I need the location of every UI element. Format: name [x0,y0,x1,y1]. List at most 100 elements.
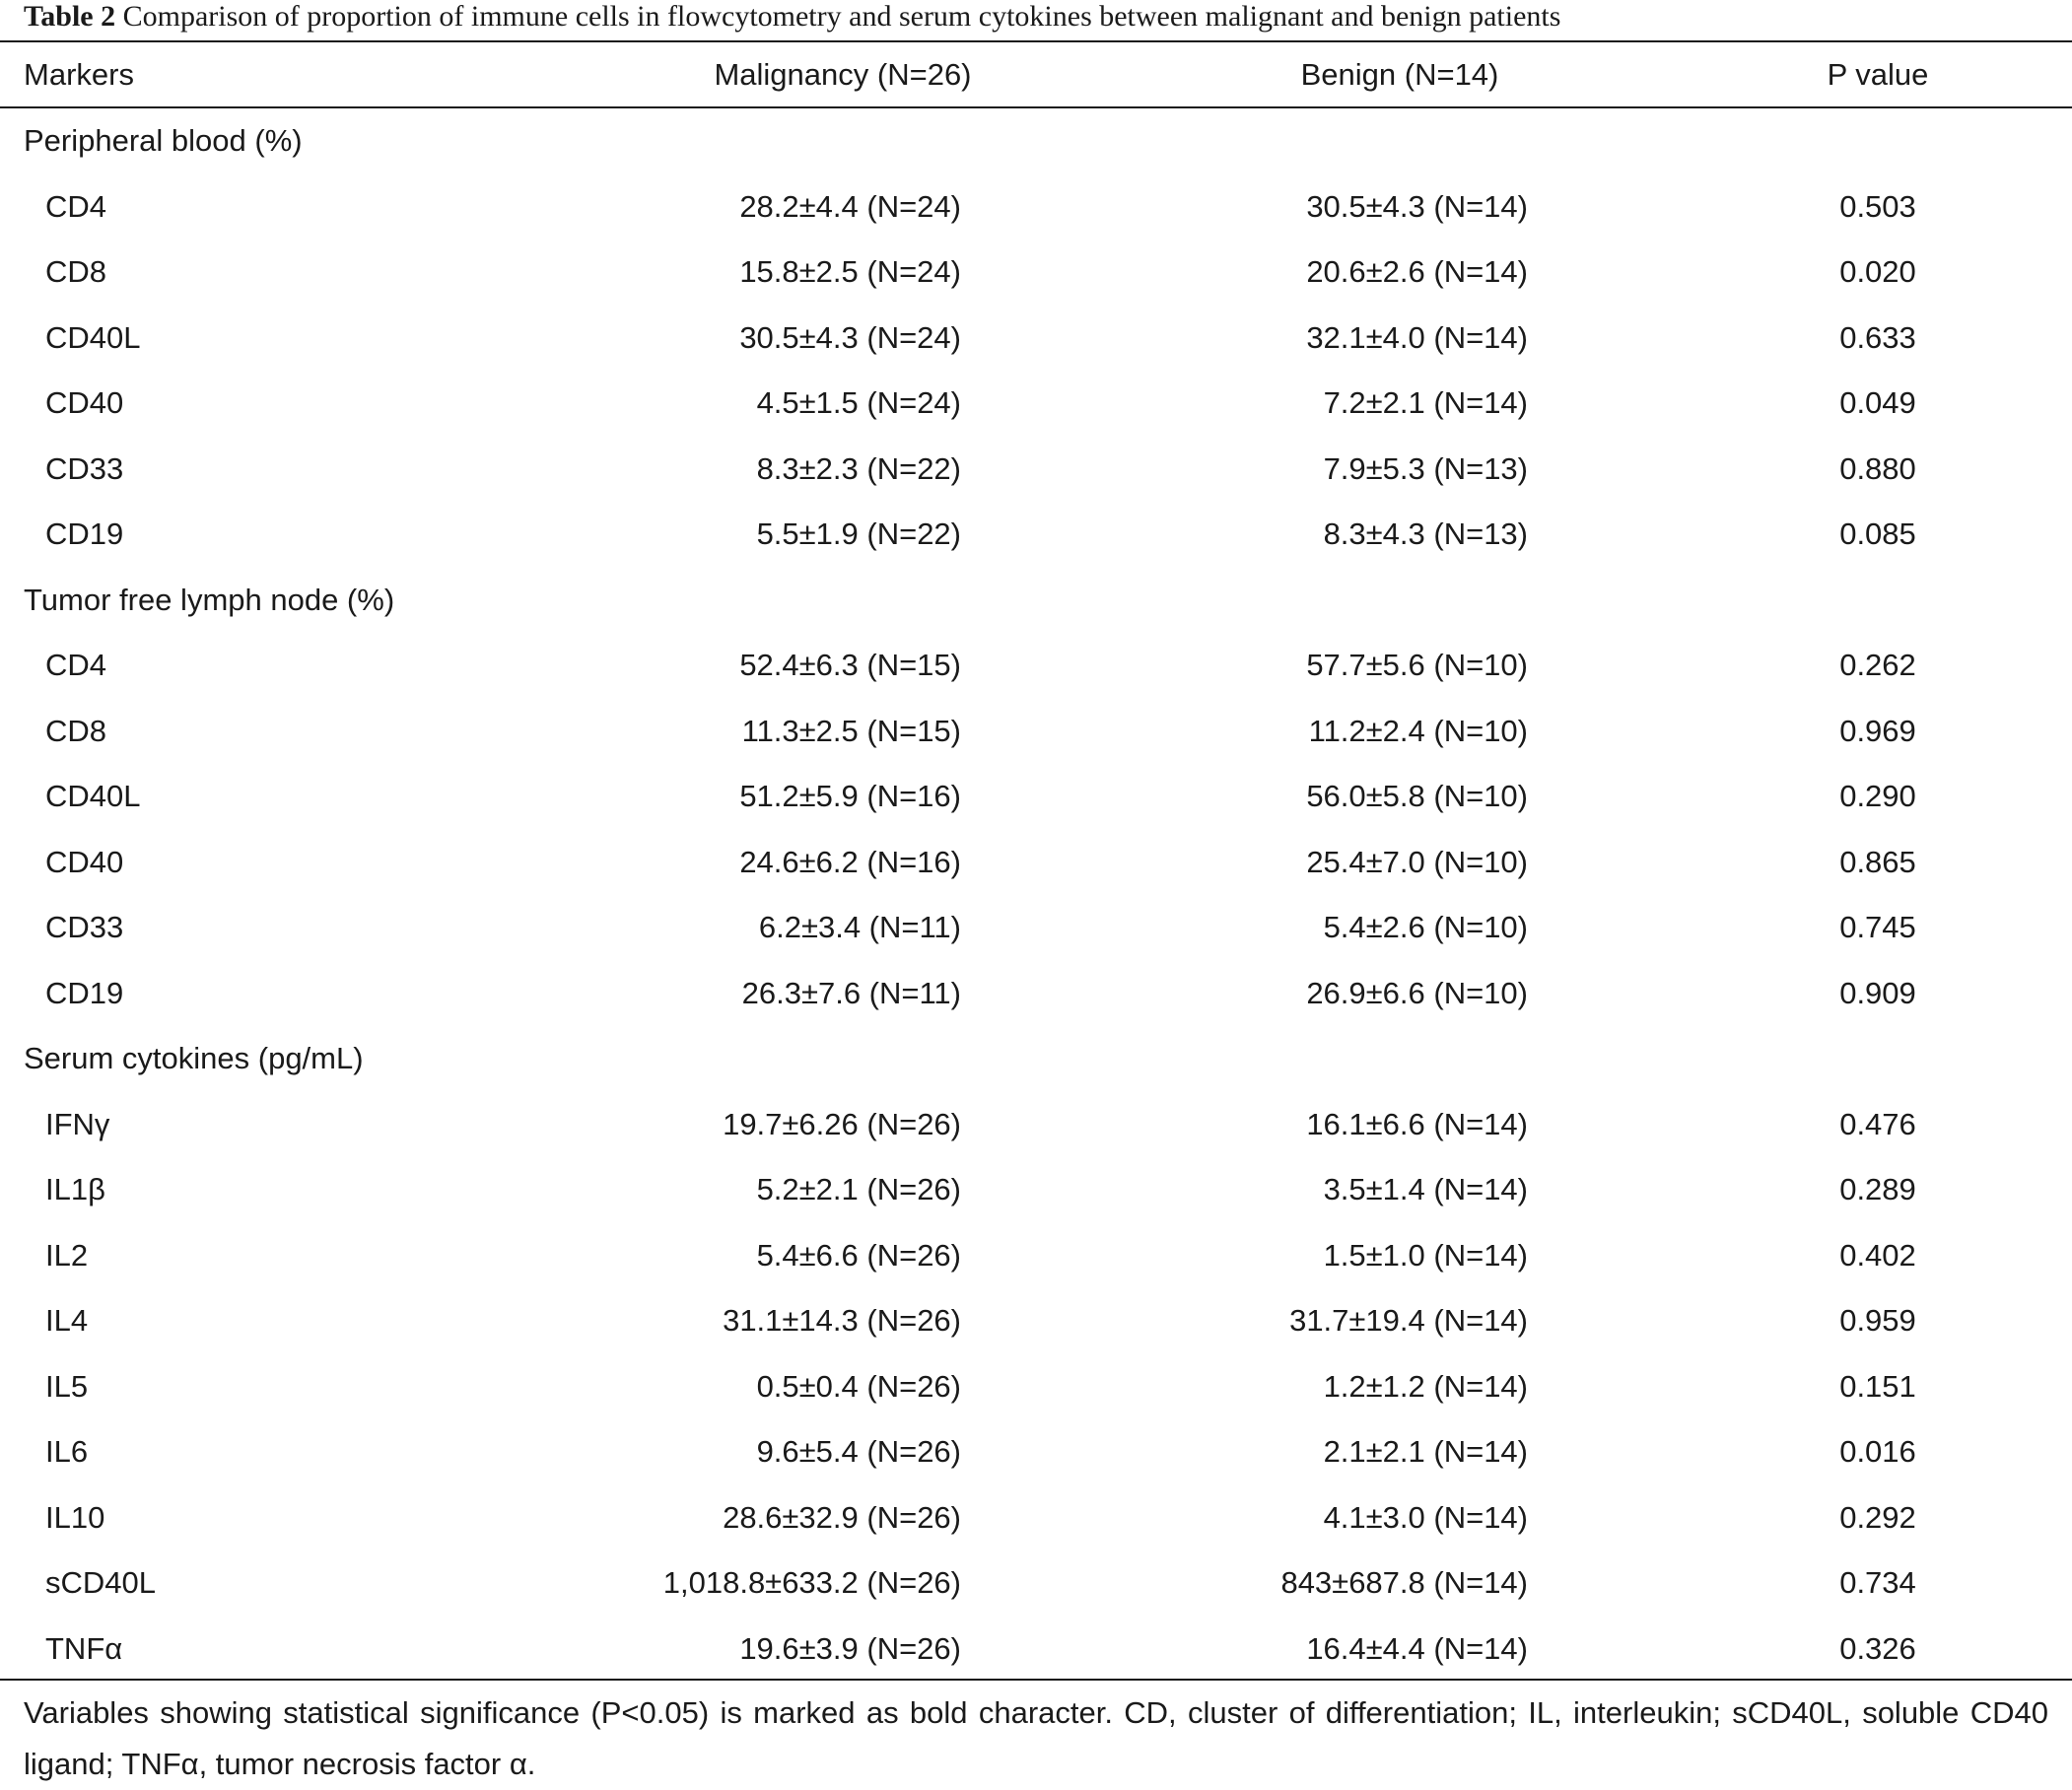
marker-cell: IL6 [45,1434,89,1469]
malignancy-cell: 26.3±7.6 (N=11) [741,975,961,1010]
section-title: Tumor free lymph node (%) [24,582,395,617]
malignancy-cell: 52.4±6.3 (N=15) [739,648,961,682]
malignancy-cell: 0.5±0.4 (N=26) [756,1368,961,1404]
header-markers: Markers [24,57,134,92]
malignancy-cell: 6.2±3.4 (N=11) [758,910,961,944]
benign-cell: 5.4±2.6 (N=10) [1323,910,1528,944]
table-row: IFNγ 19.7±6.26 (N=26) 16.1±6.6 (N=14) 0.476 [0,1092,2072,1157]
section-row: Serum cytokines (pg/mL) [0,1026,2072,1091]
marker-cell: CD40L [45,779,141,813]
marker-cell: IL1β [45,1172,105,1206]
marker-cell: IL2 [45,1237,89,1273]
benign-cell: 31.7±19.4 (N=14) [1289,1303,1528,1338]
benign-cell: 1.5±1.0 (N=14) [1323,1237,1528,1273]
top-rule [0,40,2072,42]
malignancy-cell: 5.5±1.9 (N=22) [756,516,961,551]
benign-cell: 20.6±2.6 (N=14) [1306,254,1528,289]
marker-cell: CD40 [45,385,124,420]
pvalue-cell: 0.292 [1839,1499,1916,1535]
marker-cell: CD33 [45,910,124,944]
benign-cell: 56.0±5.8 (N=10) [1306,779,1528,813]
malignancy-cell: 24.6±6.2 (N=16) [739,844,961,879]
malignancy-cell: 4.5±1.5 (N=24) [756,385,961,420]
pvalue-cell: 0.503 [1839,188,1916,224]
benign-cell: 2.1±2.1 (N=14) [1323,1434,1528,1469]
malignancy-cell: 5.4±6.6 (N=26) [756,1237,961,1273]
marker-cell: CD19 [45,516,124,551]
table-row: IL1β 5.2±2.1 (N=26) 3.5±1.4 (N=14) 0.289 [0,1157,2072,1222]
table-row: CD40L 51.2±5.9 (N=16) 56.0±5.8 (N=10) 0.290 [0,764,2072,829]
pvalue-cell: 0.969 [1839,713,1916,748]
malignancy-cell: 5.2±2.1 (N=26) [756,1172,961,1206]
table-row: IL5 0.5±0.4 (N=26) 1.2±1.2 (N=14) 0.151 [0,1354,2072,1419]
table-row: CD40 4.5±1.5 (N=24) 7.2±2.1 (N=14) 0.049 [0,371,2072,436]
pvalue-cell: 0.476 [1839,1106,1916,1141]
table-footnote: Variables showing statistical significan… [24,1695,2048,1781]
marker-cell: sCD40L [45,1565,156,1600]
table-row: CD19 5.5±1.9 (N=22) 8.3±4.3 (N=13) 0.085 [0,502,2072,567]
malignancy-cell: 19.6±3.9 (N=26) [739,1630,961,1666]
table-row: CD40 24.6±6.2 (N=16) 25.4±7.0 (N=10) 0.865 [0,830,2072,895]
pvalue-cell: 0.049 [1839,385,1916,420]
pvalue-cell: 0.262 [1839,648,1916,682]
marker-cell: TNFα [45,1630,123,1666]
benign-cell: 16.4±4.4 (N=14) [1306,1630,1528,1666]
benign-cell: 11.2±2.4 (N=10) [1308,713,1528,748]
benign-cell: 16.1±6.6 (N=14) [1306,1106,1528,1141]
marker-cell: IL10 [45,1499,105,1535]
benign-cell: 4.1±3.0 (N=14) [1323,1499,1528,1535]
benign-cell: 32.1±4.0 (N=14) [1306,319,1528,355]
table-row: TNFα 19.6±3.9 (N=26) 16.4±4.4 (N=14) 0.326 [0,1617,2072,1682]
pvalue-cell: 0.880 [1839,450,1916,486]
benign-cell: 57.7±5.6 (N=10) [1306,648,1528,682]
malignancy-cell: 11.3±2.5 (N=15) [741,713,961,748]
benign-cell: 843±687.8 (N=14) [1280,1565,1528,1600]
header-malignancy: Malignancy (N=26) [714,57,972,92]
table-row: IL4 31.1±14.3 (N=26) 31.7±19.4 (N=14) 0.959 [0,1288,2072,1353]
table-caption: Table 2 Comparison of proportion of immu… [24,0,2054,37]
marker-cell: CD19 [45,975,124,1010]
benign-cell: 7.2±2.1 (N=14) [1323,385,1528,420]
marker-cell: CD40 [45,844,124,879]
table-row: sCD40L 1,018.8±633.2 (N=26) 843±687.8 (N=1… [0,1550,2072,1616]
pvalue-cell: 0.865 [1839,844,1916,879]
benign-cell: 26.9±6.6 (N=10) [1306,975,1528,1010]
section-row: Tumor free lymph node (%) [0,568,2072,633]
table-row: CD19 26.3±7.6 (N=11) 26.9±6.6 (N=10) 0.909 [0,961,2072,1026]
pvalue-cell: 0.085 [1839,516,1916,551]
section-title: Serum cytokines (pg/mL) [24,1041,364,1075]
malignancy-cell: 28.2±4.4 (N=24) [739,188,961,224]
header-row: Markers Malignancy (N=26) Benign (N=14) … [0,42,2072,107]
header-benign: Benign (N=14) [1300,57,1499,92]
pvalue-cell: 0.959 [1839,1303,1916,1338]
malignancy-cell: 19.7±6.26 (N=26) [723,1106,961,1141]
malignancy-cell: 31.1±14.3 (N=26) [723,1303,961,1338]
benign-cell: 25.4±7.0 (N=10) [1306,844,1528,879]
table-row: IL6 9.6±5.4 (N=26) 2.1±2.1 (N=14) 0.016 [0,1419,2072,1484]
pvalue-cell: 0.016 [1839,1434,1916,1469]
section-title: Peripheral blood (%) [24,123,303,158]
section-row: Peripheral blood (%) [0,108,2072,173]
malignancy-cell: 28.6±32.9 (N=26) [723,1499,961,1535]
table-row: CD33 8.3±2.3 (N=22) 7.9±5.3 (N=13) 0.880 [0,437,2072,502]
pvalue-cell: 0.151 [1839,1368,1916,1404]
table-row: IL2 5.4±6.6 (N=26) 1.5±1.0 (N=14) 0.402 [0,1223,2072,1288]
malignancy-cell: 9.6±5.4 (N=26) [756,1434,961,1469]
bottom-rule [0,1679,2072,1681]
marker-cell: IL4 [45,1303,89,1338]
benign-cell: 8.3±4.3 (N=13) [1323,516,1528,551]
benign-cell: 30.5±4.3 (N=14) [1306,188,1528,224]
table-label: Table 2 [24,0,116,33]
marker-cell: IFNγ [45,1106,110,1141]
malignancy-cell: 8.3±2.3 (N=22) [756,450,961,486]
pvalue-cell: 0.734 [1839,1565,1916,1600]
table-row: CD40L 30.5±4.3 (N=24) 32.1±4.0 (N=14) 0.633 [0,306,2072,371]
marker-cell: CD4 [45,188,107,224]
marker-cell: IL5 [45,1368,89,1404]
marker-cell: CD8 [45,254,107,289]
marker-cell: CD33 [45,450,124,486]
table-title: Comparison of proportion of immune cells… [122,0,1561,33]
marker-cell: CD8 [45,713,107,748]
pvalue-cell: 0.633 [1839,319,1916,355]
malignancy-cell: 1,018.8±633.2 (N=26) [662,1565,961,1600]
